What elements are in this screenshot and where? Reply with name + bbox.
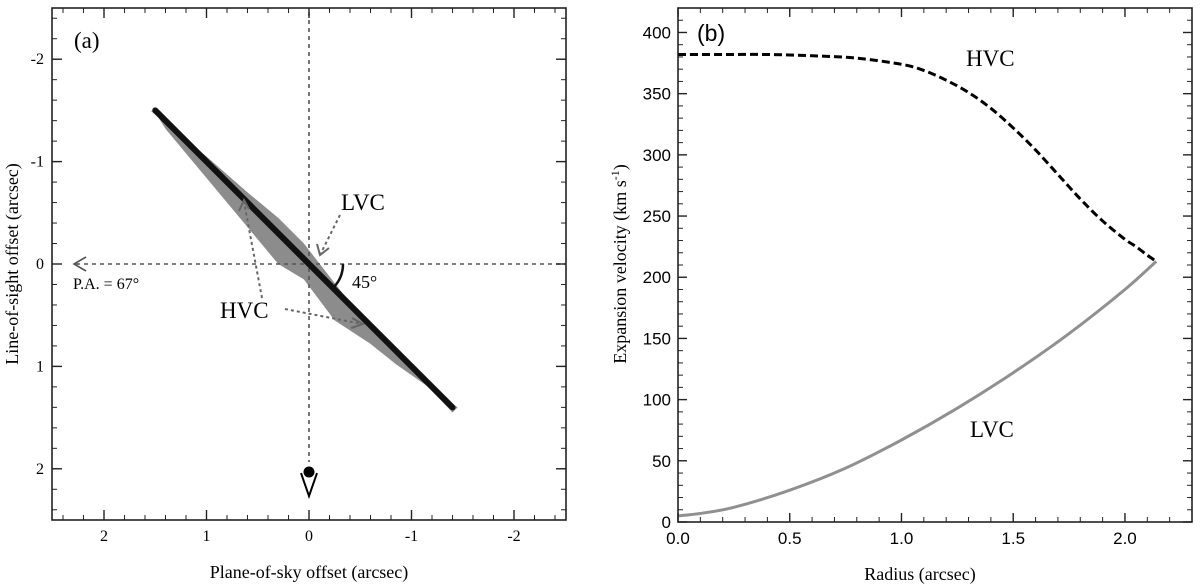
x-tick-label: -2 [507, 528, 520, 545]
jet-axis-line [152, 107, 456, 411]
panel-a-xlabel: Plane-of-sky offset (arcsec) [210, 562, 409, 583]
x-tick-label: 2.0 [1113, 529, 1137, 548]
y-tick-label: 2 [36, 461, 44, 478]
y-tick-label: 100 [643, 391, 671, 410]
y-tick-label: 1 [36, 358, 44, 375]
panel-b-ticks: 0.0 0.5 1.0 1.5 2.0 0 50 100 150 200 250 300 350 400 [643, 8, 1192, 548]
panel-a-label: (a) [74, 28, 100, 53]
panel-a-content [72, 12, 566, 500]
hvc-pointer-lower [284, 308, 363, 325]
y-tick-label: 200 [643, 268, 671, 287]
y-tick-label: 50 [652, 452, 671, 471]
pa-arrowhead [72, 256, 87, 272]
panel-b-ylabel-text: Expansion velocity (km s [610, 180, 631, 363]
panel-b-ylabel: Expansion velocity (km s-1) [608, 164, 631, 363]
x-tick-label: 1 [203, 528, 211, 545]
x-tick-label: -1 [405, 528, 418, 545]
panel-b-frame [677, 7, 1193, 523]
x-tick-label: 2 [100, 528, 108, 545]
hvc-series-line [677, 52, 1158, 263]
angle-annotation: 45° [352, 272, 377, 292]
x-tick-label: 1.0 [890, 529, 914, 548]
x-tick-label: 0.5 [778, 529, 802, 548]
x-tick-label: 0.0 [666, 529, 690, 548]
y-tick-label: 250 [643, 207, 671, 226]
lvc-pointer-head [316, 243, 330, 257]
hvc-pointer-upper [243, 201, 263, 299]
y-tick-label: 300 [643, 146, 671, 165]
x-tick-label: 0 [305, 528, 313, 545]
hvc-curve-label: HVC [966, 46, 1015, 71]
panel-a-diagram: 2 1 0 -1 -2 -2 -1 0 1 2 (a) Plane-of-sky offset (… [2, 7, 567, 583]
observer-eye-icon [303, 466, 315, 478]
panel-b-label: (b) [697, 20, 725, 46]
panel-a-ticks: 2 1 0 -1 -2 -2 -1 0 1 2 [31, 8, 566, 545]
y-tick-label: 350 [643, 85, 671, 104]
panel-b-xlabel: Radius (arcsec) [864, 564, 975, 585]
hvc-pointer-upper-head [238, 197, 250, 212]
panel-b-ylabel-close: ) [610, 164, 631, 170]
panel-b-ylabel-sup: -1 [608, 170, 622, 180]
lvc-annotation: LVC [341, 190, 385, 215]
panel-a-ylabel: Line-of-sight offset (arcsec) [2, 163, 23, 365]
observer-view-arrow [300, 472, 318, 500]
hvc-pointer-lower-head [350, 317, 366, 329]
y-tick-label: -1 [31, 154, 44, 171]
x-tick-label: 1.5 [1001, 529, 1025, 548]
pa-annotation: P.A. = 67° [73, 276, 139, 293]
y-tick-label: 400 [643, 23, 671, 42]
y-tick-label: 150 [643, 329, 671, 348]
lvc-series-line [677, 260, 1158, 518]
y-tick-label: -2 [31, 51, 44, 68]
lvc-curve-label: LVC [970, 417, 1014, 442]
panel-b-content [677, 52, 1158, 518]
hvc-annotation: HVC [220, 298, 269, 323]
y-tick-label: 0 [36, 256, 44, 273]
lvc-pointer [320, 214, 341, 254]
angle-arc [333, 263, 345, 288]
panel-b-line-chart: 0.0 0.5 1.0 1.5 2.0050100150200250300350400 … [608, 7, 1193, 585]
y-tick-label: 0 [662, 513, 671, 532]
